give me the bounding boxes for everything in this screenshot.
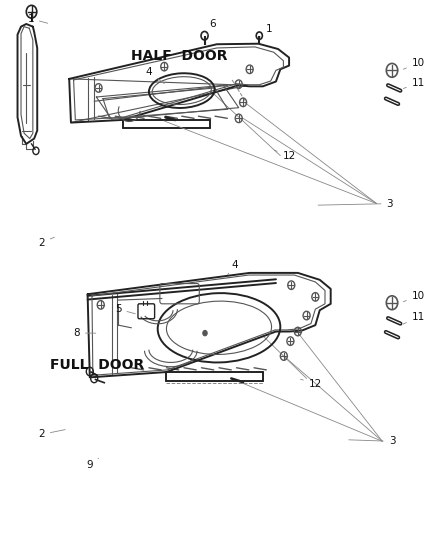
Circle shape [203,330,207,336]
Text: 2: 2 [38,237,54,247]
Text: 11: 11 [403,312,425,324]
Text: 12: 12 [300,379,322,389]
Text: 6: 6 [207,19,216,35]
Text: 10: 10 [403,58,425,69]
Text: 1: 1 [261,25,273,37]
Text: HALF  DOOR: HALF DOOR [131,49,228,63]
Text: 10: 10 [403,291,425,302]
Text: 8: 8 [73,328,96,338]
Text: 11: 11 [403,78,425,88]
Text: 4: 4 [228,261,238,274]
Text: 2: 2 [38,430,65,439]
Text: 12: 12 [274,150,296,160]
Text: 3: 3 [318,199,393,208]
Text: FULL  DOOR: FULL DOOR [50,358,145,372]
Text: 3: 3 [349,437,396,446]
Text: 5: 5 [115,304,135,314]
Text: 4: 4 [145,67,164,84]
Text: 9: 9 [86,458,99,470]
Text: 1: 1 [27,14,48,23]
